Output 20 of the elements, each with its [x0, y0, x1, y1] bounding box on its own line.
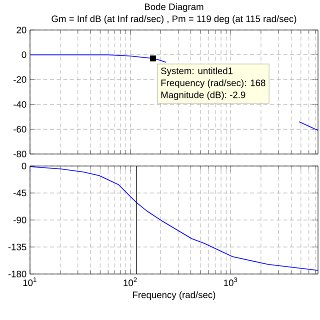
x-tick-label: 10$^{1}$: [23, 277, 36, 286]
annotation: Magnitude (dB): -2.9: [161, 91, 246, 100]
x-axis-title: Frequency (rad/sec): [133, 291, 216, 300]
chart-subtitle: Gm = Inf dB (at Inf rad/sec) , Pm = 119 deg (at 115 rad/sec): [52, 15, 296, 24]
y-tick-label: -45: [14, 190, 26, 196]
y-tick-label: -135: [8, 244, 26, 250]
y-tick-label: -40: [14, 101, 26, 108]
y-tick-label: -60: [14, 126, 26, 132]
y-tick-label: 0: [22, 52, 26, 58]
annotation: System: untitled1: [161, 67, 233, 76]
y-tick-label: -90: [14, 216, 26, 224]
y-tick-label: -180: [8, 270, 26, 278]
y-tick-label: -80: [14, 150, 26, 158]
annotation: Frequency (rad/sec): 168: [161, 79, 266, 88]
y-tick-label: 20: [16, 26, 26, 34]
x-tick-label: 10$^{3}$: [224, 277, 238, 286]
y-tick-label: -20: [14, 76, 26, 83]
chart-title: Bode Diagram: [144, 3, 204, 12]
x-tick-label: 10$^{2}$: [124, 277, 137, 286]
y-tick-label: 0: [22, 162, 26, 170]
